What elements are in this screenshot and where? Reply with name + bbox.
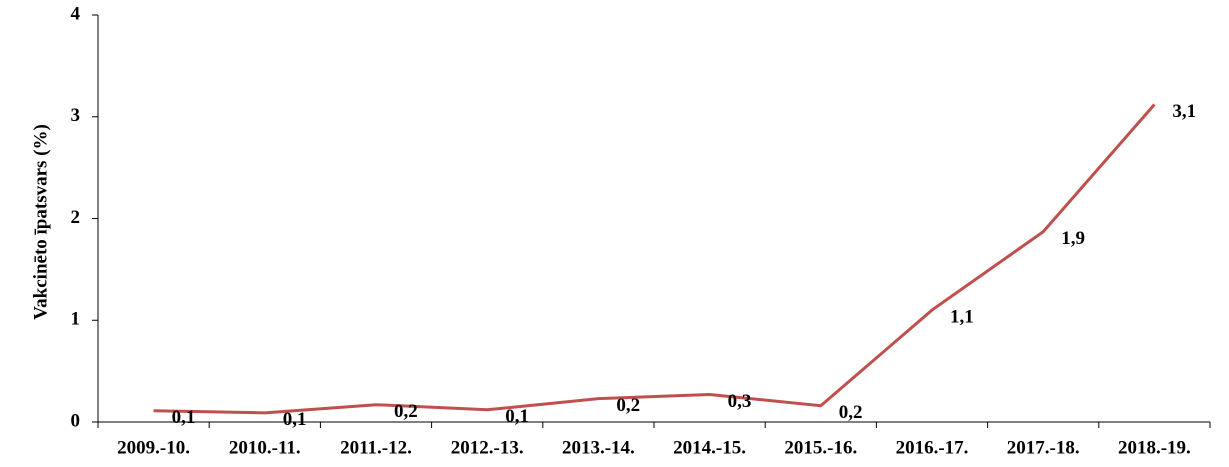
data-label: 1,9 [1061, 228, 1085, 249]
data-label: 0,3 [728, 391, 752, 412]
x-tick-label: 2010.-11. [229, 437, 301, 458]
x-tick-label: 2013.-14. [562, 437, 635, 458]
x-tick-label: 2009.-10. [117, 437, 190, 458]
y-tick-label: 4 [71, 3, 81, 24]
x-tick-label: 2011.-12. [340, 437, 412, 458]
y-tick-label: 3 [71, 105, 81, 126]
data-label: 0,2 [839, 402, 863, 423]
y-tick-label: 1 [71, 309, 81, 330]
x-tick-label: 2017.-18. [1007, 437, 1080, 458]
x-tick-label: 2016.-17. [896, 437, 969, 458]
data-label: 0,2 [616, 395, 640, 416]
data-label: 0,1 [505, 406, 529, 427]
y-tick-label: 2 [71, 207, 81, 228]
data-label: 0,2 [394, 401, 418, 422]
y-axis-label: Vakcinēto īpatsvars (%) [30, 124, 51, 320]
x-tick-label: 2014.-15. [673, 437, 746, 458]
data-line [153, 103, 1156, 415]
x-tick-label: 2015.-16. [784, 437, 857, 458]
data-label: 0,1 [172, 407, 196, 428]
x-tick-label: 2018.-19. [1118, 437, 1191, 458]
data-label: 1,1 [950, 306, 974, 327]
y-tick-label: 0 [71, 410, 81, 431]
data-label: 3,1 [1172, 101, 1196, 122]
data-label: 0,1 [283, 409, 307, 430]
x-tick-label: 2012.-13. [451, 437, 524, 458]
